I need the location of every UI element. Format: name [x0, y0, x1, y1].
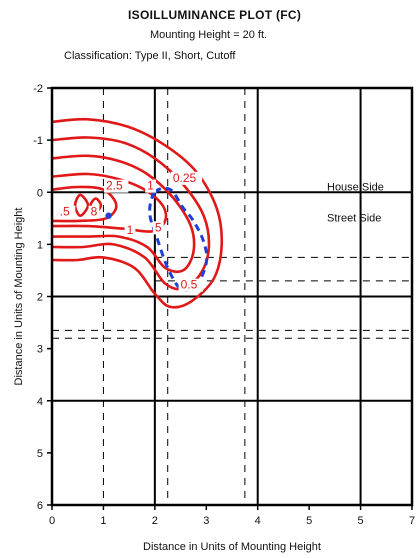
tick-layer: 0 1 2 3 4 5 5 7 -2 -1 0 1 2 3 4 5 6 — [33, 83, 415, 527]
contour-label: 8 — [91, 205, 98, 219]
x-tick-label: 5 — [306, 515, 312, 527]
y-tick-label: 2 — [37, 292, 43, 304]
contour-label-background — [178, 278, 203, 292]
chart-header: ISOILLUMINANCE PLOT (FC) Mounting Height… — [0, 0, 420, 70]
y-tick-label: 3 — [37, 344, 43, 356]
street-side-label: Street Side — [327, 213, 381, 225]
red-isoilluminance-contour — [51, 172, 168, 233]
x-tick-label: 1 — [100, 515, 106, 527]
x-tick-label: 3 — [203, 515, 209, 527]
contour-layer — [51, 117, 224, 309]
x-tick-label: 0 — [49, 515, 55, 527]
contour-label-background — [170, 171, 203, 185]
contour-label-background — [104, 179, 129, 193]
label-layer: 0.25 2.5 1 .5 8 1 5 0.5 — [57, 171, 203, 292]
contour-label: 1 — [147, 179, 154, 193]
x-tick-label: 7 — [409, 515, 415, 527]
red-isoilluminance-contour — [51, 117, 224, 309]
chart-title: ISOILLUMINANCE PLOT (FC) — [128, 8, 302, 22]
x-tick-label: 5 — [358, 515, 364, 527]
y-tick-label: 5 — [37, 448, 43, 460]
contour-label: 2.5 — [106, 179, 123, 193]
contour-label: 1 — [127, 223, 134, 237]
contour-label-background — [152, 221, 164, 235]
y-tick-label: 0 — [37, 187, 43, 199]
red-isoilluminance-contour — [51, 185, 118, 223]
blue-point-marker — [105, 212, 112, 219]
x-tick-label: 2 — [152, 515, 158, 527]
house-side-label: House Side — [327, 182, 384, 194]
contour-label: 5 — [155, 220, 162, 234]
red-isoilluminance-contour — [73, 193, 90, 217]
y-tick-label: 6 — [37, 500, 43, 512]
red-isoilluminance-contour — [51, 154, 196, 274]
contour-label: 0.25 — [173, 171, 197, 185]
y-tick-label: 1 — [37, 239, 43, 251]
y-tick-label: -1 — [33, 135, 43, 147]
contour-label-background — [57, 205, 76, 219]
contour-label-background — [124, 223, 136, 237]
blue-dashed-contour — [148, 186, 209, 292]
chart-classification: Classification: Type II, Short, Cutoff — [64, 50, 236, 62]
y-tick-label: 4 — [37, 396, 43, 408]
contour-label: 0.5 — [181, 278, 198, 292]
x-axis-title: Distance in Units of Mounting Height — [143, 541, 321, 553]
y-tick-label: -2 — [33, 83, 43, 95]
contour-label-background — [145, 179, 156, 193]
contour-label-background — [88, 205, 100, 219]
contour-label: .5 — [60, 205, 70, 219]
y-axis-title: Distance in Units of Mounting Height — [13, 208, 25, 386]
chart-subtitle: Mounting Height = 20 ft. — [150, 29, 268, 41]
x-tick-label: 4 — [255, 515, 261, 527]
grid-layer — [52, 88, 412, 505]
